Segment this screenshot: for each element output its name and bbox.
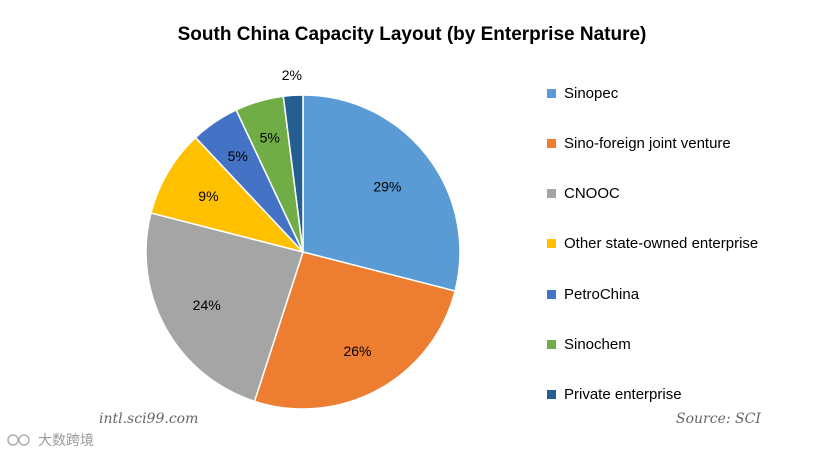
- legend-label: Sino-foreign joint venture: [564, 134, 731, 152]
- source-note: Source: SCI: [676, 411, 761, 427]
- brand-logo-icon: [7, 434, 30, 446]
- slice-data-label-7: 2%: [282, 67, 302, 83]
- legend-swatch: [547, 88, 556, 98]
- legend-item-5: PetroChina: [547, 284, 639, 304]
- legend-swatch: [547, 390, 556, 400]
- pie-slice-1: [302, 94, 461, 292]
- legend-label: Private enterprise: [564, 386, 682, 404]
- legend-label: Other state-owned enterprise: [564, 235, 759, 253]
- slice-data-label-3: 24%: [193, 297, 221, 313]
- legend-item-3: CNOOC: [547, 184, 620, 204]
- legend-label: Sinochem: [564, 336, 631, 353]
- legend-item-7: Private enterprise: [547, 385, 682, 405]
- watermark-site: intl.sci99.com: [99, 411, 199, 427]
- legend-label: CNOOC: [564, 185, 620, 203]
- slice-data-label-4: 9%: [198, 188, 218, 204]
- slice-data-label-2: 26%: [343, 343, 371, 359]
- slice-data-label-5: 5%: [228, 148, 248, 164]
- slice-data-label-1: 29%: [373, 179, 401, 195]
- legend-label: Sinopec: [564, 84, 619, 102]
- brand-watermark: 大数跨境: [6, 430, 94, 450]
- pie-slice-2: [253, 251, 456, 410]
- legend-swatch: [547, 289, 556, 299]
- legend-swatch: [547, 138, 556, 148]
- legend-item-2: Sino-foreign joint venture: [547, 133, 731, 153]
- legend-item-4: Other state-owned enterprise: [547, 234, 758, 254]
- legend-swatch: [547, 189, 556, 199]
- legend-swatch: [547, 239, 556, 249]
- pie-slice-7: [282, 94, 304, 253]
- slice-data-label-6: 5%: [260, 129, 280, 145]
- chart-title: South China Capacity Layout (by Enterpri…: [177, 24, 647, 45]
- brand-text: 大数跨境: [38, 432, 94, 448]
- legend-item-6: Sinochem: [547, 335, 631, 355]
- pie-slice-4: [150, 136, 306, 254]
- legend-item-1: Sinopec: [547, 83, 618, 103]
- legend-swatch: [547, 340, 556, 349]
- pie-slice-3: [145, 212, 304, 403]
- legend-label: PetroChina: [564, 285, 640, 303]
